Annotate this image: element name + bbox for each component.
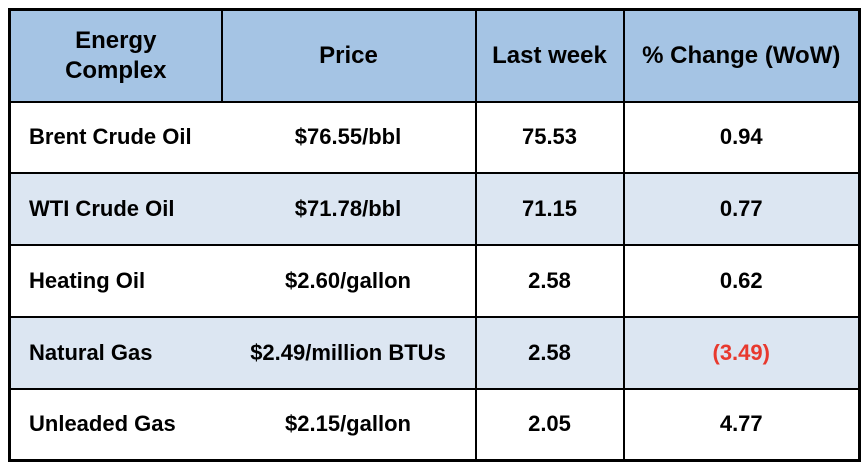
change-value: 4.77 [622,387,861,462]
commodity-price: $2.15/gallon [220,387,477,462]
table-row: Brent Crude Oil $76.55/bbl 75.53 0.94 [8,100,861,175]
header-row: Energy Complex Price Last week % Change … [8,8,861,103]
change-value: 0.94 [622,100,861,175]
commodity-name: WTI Crude Oil [8,172,222,247]
commodity-name: Unleaded Gas [8,387,222,462]
commodity-price: $76.55/bbl [220,100,477,175]
last-week-value: 2.58 [474,244,625,318]
change-value: 0.62 [622,244,861,318]
commodity-price: $71.78/bbl [220,172,477,247]
last-week-value: 75.53 [474,100,625,175]
energy-complex-table: Energy Complex Price Last week % Change … [8,8,861,462]
commodity-name: Brent Crude Oil [8,100,222,175]
last-week-value: 71.15 [474,172,625,247]
table-row: Unleaded Gas $2.15/gallon 2.05 4.77 [8,387,861,462]
change-value: 0.77 [622,172,861,247]
last-week-value: 2.58 [474,315,625,390]
last-week-value: 2.05 [474,387,625,462]
change-value: (3.49) [622,315,861,390]
table-row: Natural Gas $2.49/million BTUs 2.58 (3.4… [8,315,861,390]
header-change-wow: % Change (WoW) [622,8,861,103]
commodity-price: $2.60/gallon [220,244,477,318]
commodity-name: Natural Gas [8,315,222,390]
header-price: Price [220,8,477,103]
table-row: Heating Oil $2.60/gallon 2.58 0.62 [8,244,861,318]
commodity-price: $2.49/million BTUs [220,315,477,390]
commodity-name: Heating Oil [8,244,222,318]
header-last-week: Last week [474,8,625,103]
table-row: WTI Crude Oil $71.78/bbl 71.15 0.77 [8,172,861,247]
header-energy-complex: Energy Complex [8,8,223,103]
